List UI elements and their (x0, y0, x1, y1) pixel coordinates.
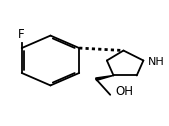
Text: NH: NH (148, 57, 164, 67)
Text: OH: OH (115, 85, 133, 98)
Polygon shape (96, 75, 114, 80)
Text: F: F (18, 28, 24, 41)
